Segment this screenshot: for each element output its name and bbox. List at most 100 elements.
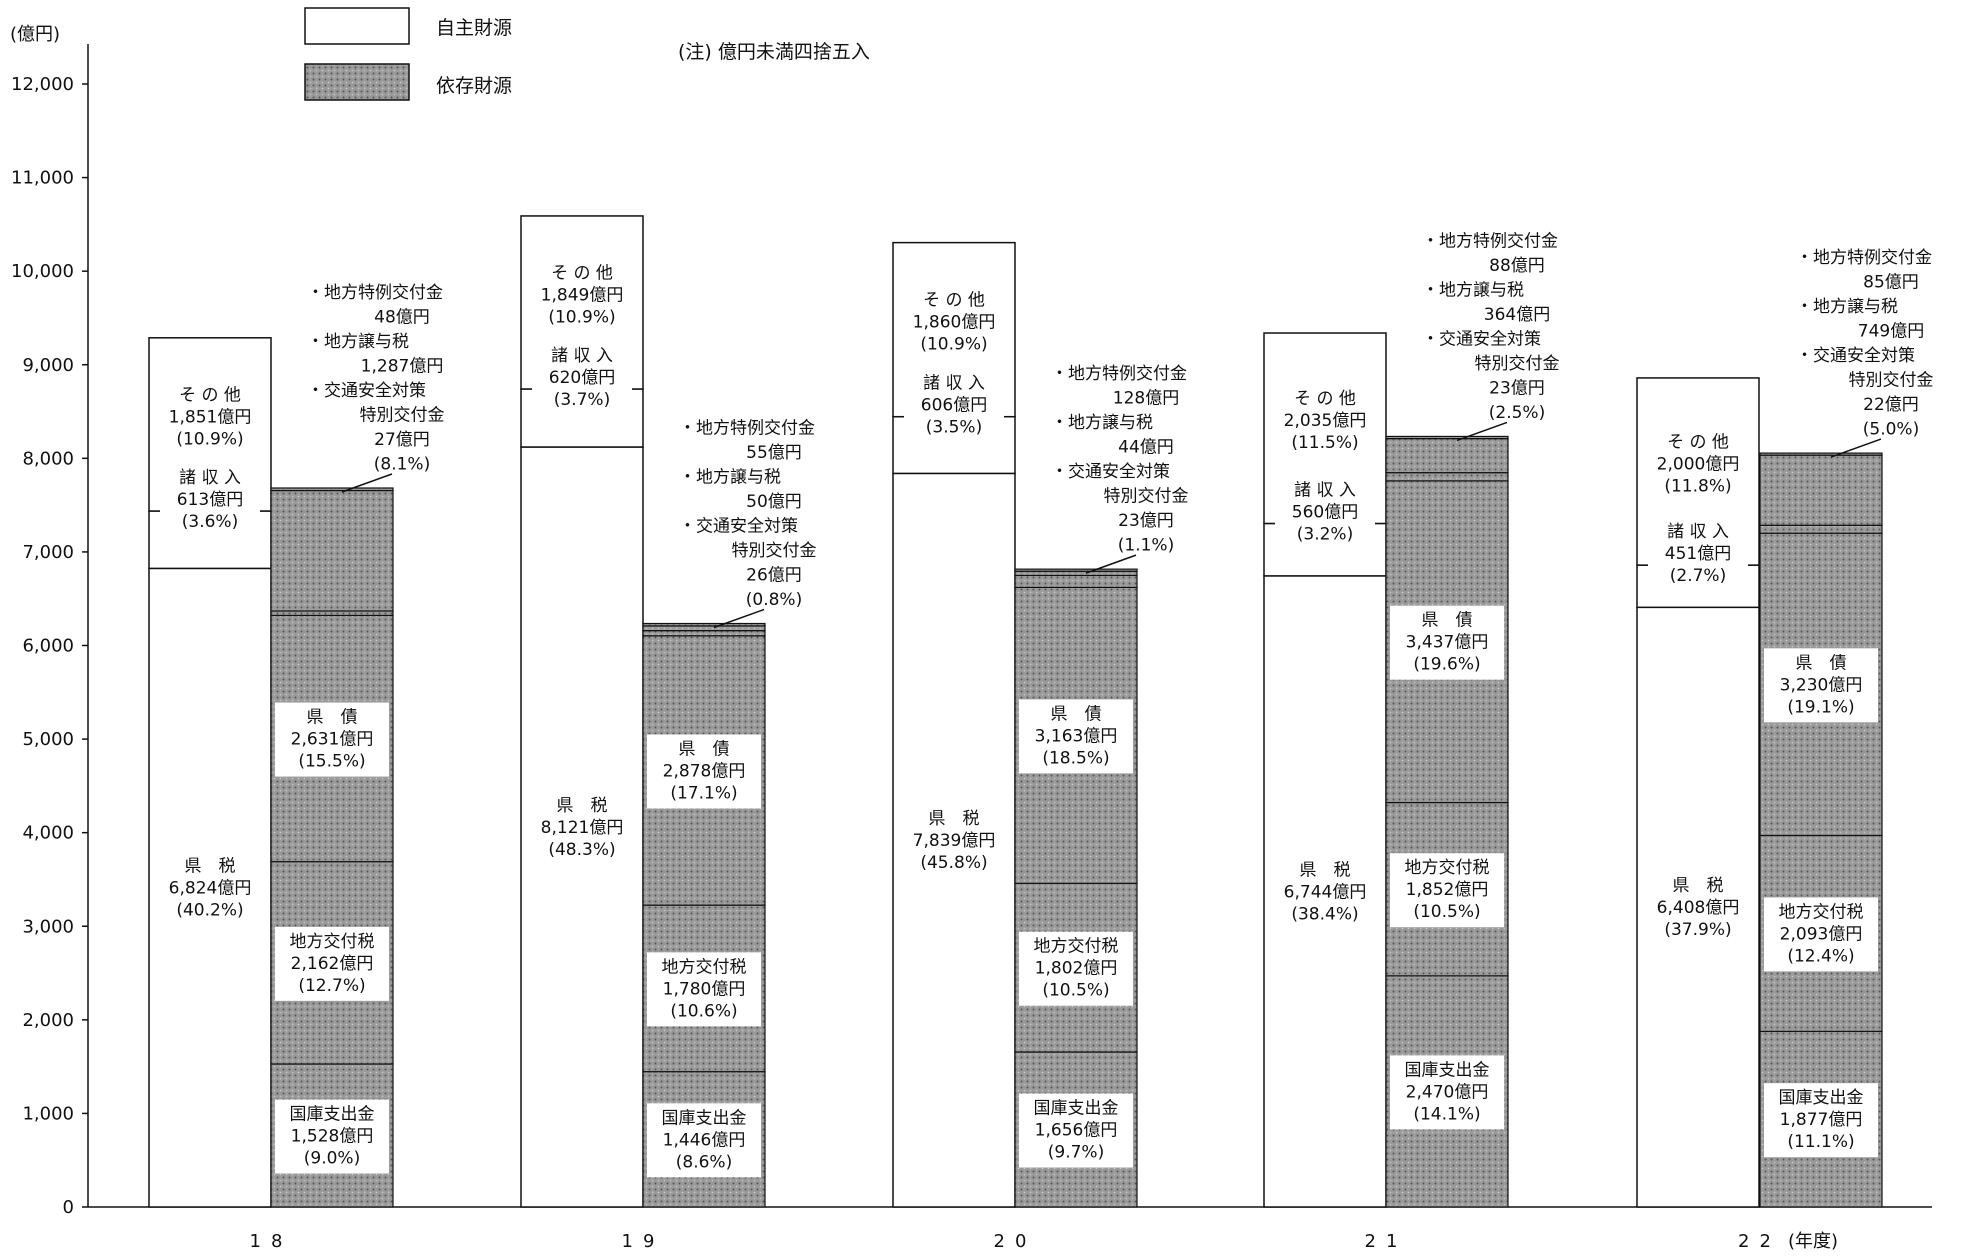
own-label-other: そ の 他1,860億円(10.9%)	[897, 285, 1011, 360]
own-label-other-text: そ の 他	[551, 263, 613, 283]
own-label-other-text: 1,860億円	[913, 313, 996, 333]
own-label-other: そ の 他1,849億円(10.9%)	[525, 258, 639, 333]
dep-label-allocation-text: 2,162億円	[291, 954, 374, 974]
dep-label-national-text: (9.7%)	[1048, 1143, 1104, 1163]
callout-line: 749億円	[1858, 322, 1924, 342]
callout-line: 22億円	[1863, 395, 1919, 415]
x-tick-label: 21	[1365, 1231, 1408, 1252]
own-label-tax-text: (48.3%)	[548, 840, 615, 860]
y-axis-unit: (億円)	[10, 24, 60, 45]
own-label-tax-text: 6,408億円	[1657, 898, 1740, 918]
own-label-misc-bg	[532, 340, 632, 415]
callout-line: ・地方譲与税	[1796, 297, 1898, 317]
dep-label-national-bg	[1764, 1083, 1878, 1158]
dependent-bar-segment	[1014, 570, 1138, 577]
own-label-misc-text: 諸 収 入	[1667, 522, 1729, 542]
chart-note: (注) 億円未満四捨五入	[678, 41, 870, 63]
dep-label-bond: 県 債3,230億円(19.1%)	[1764, 648, 1878, 723]
dependent-bar-segment	[270, 489, 394, 612]
y-tick-label: 2,000	[22, 1010, 74, 1031]
x-tick-label: 20	[994, 1231, 1037, 1252]
own-label-tax-text: (45.8%)	[920, 853, 987, 873]
callout-leader	[713, 608, 765, 629]
dep-label-bond-text: 3,230億円	[1780, 675, 1863, 695]
dep-label-national-text: 国庫支出金	[1779, 1088, 1864, 1108]
dependent-bar-segment	[1385, 435, 1509, 440]
own-label-other-bg	[1268, 384, 1382, 459]
dep-label-bond-text: (18.5%)	[1042, 748, 1109, 768]
callout-line: ・地方譲与税	[307, 332, 409, 352]
callout-line: (5.0%)	[1863, 420, 1919, 440]
y-tick-label: 8,000	[22, 448, 74, 469]
own-label-other-text: そ の 他	[1294, 389, 1356, 409]
dep-label-bond-bg	[1390, 605, 1504, 680]
callout-line: 1,287億円	[361, 356, 444, 376]
own-label-other-text: (10.9%)	[548, 307, 615, 327]
callout-line: (8.1%)	[374, 454, 430, 474]
dep-label-national-text: 1,528億円	[291, 1127, 374, 1147]
own-label-other-text: (10.9%)	[176, 429, 243, 449]
callout-leader	[1830, 438, 1882, 458]
legend-own-swatch	[304, 7, 410, 45]
callout-line: ・地方譲与税	[1422, 280, 1524, 300]
dep-label-national-bg	[647, 1103, 761, 1178]
dep-label-national-text: 国庫支出金	[290, 1105, 375, 1125]
own-label-misc-bg	[160, 463, 260, 538]
own-label-misc-text: 諸 収 入	[923, 374, 985, 394]
dep-label-bond-text: 県 債	[1796, 653, 1847, 673]
dependent-bar-segment	[642, 622, 766, 627]
callout-line: ・地方特例交付金	[679, 419, 815, 439]
own-label-misc-text: 606億円	[921, 396, 987, 416]
dep-label-bond-text: (15.5%)	[298, 752, 365, 772]
dep-label-allocation-text: (10.6%)	[670, 1001, 737, 1021]
dep-label-bond-text: 県 債	[1051, 704, 1102, 724]
own-label-tax-text: 県 税	[1300, 860, 1351, 880]
callout-line: 26億円	[746, 566, 802, 586]
own-label-other: そ の 他2,035億円(11.5%)	[1268, 384, 1382, 459]
callout-line: ・交通安全対策	[1422, 329, 1541, 349]
own-label-tax-bg	[525, 791, 639, 866]
own-label-misc-text: (3.2%)	[1297, 524, 1353, 544]
y-tick-label: 7,000	[22, 542, 74, 563]
own-label-other-text: そ の 他	[1667, 433, 1729, 453]
own-label-other-text: そ の 他	[923, 291, 985, 311]
callout-line: 128億円	[1113, 389, 1179, 409]
own-label-misc-text: (3.7%)	[554, 390, 610, 410]
own-label-other-text: 1,849億円	[541, 285, 624, 305]
own-label-other: そ の 他2,000億円(11.8%)	[1641, 427, 1755, 502]
dep-label-bond-text: 2,631億円	[291, 730, 374, 750]
callout-line: 364億円	[1484, 305, 1550, 325]
own-label-misc-bg	[904, 368, 1004, 443]
callout-line: ・地方譲与税	[1051, 413, 1153, 433]
own-label-tax-text: 県 税	[1673, 876, 1724, 896]
own-label-misc-text: 451億円	[1665, 544, 1731, 564]
dependent-bar-segment	[1385, 472, 1509, 482]
dependent-bar-segment	[642, 625, 766, 632]
callout-line: 44億円	[1118, 438, 1174, 458]
dep-label-bond: 県 債3,437億円(19.6%)	[1390, 605, 1504, 680]
own-label-tax-text: 県 税	[929, 809, 980, 829]
own-label-tax-text: 県 税	[557, 796, 608, 816]
callout-line: ・交通安全対策	[679, 517, 798, 537]
legend-dependent-label: 依存財源	[436, 75, 512, 97]
dep-label-bond-bg	[1019, 699, 1133, 774]
own-label-other-bg	[897, 285, 1011, 360]
dependent-bar-segment	[1759, 454, 1883, 526]
own-label-misc-text: 諸 収 入	[551, 346, 613, 366]
dep-label-bond-text: (17.1%)	[670, 783, 737, 803]
dep-label-national-text: 1,877億円	[1780, 1110, 1863, 1130]
own-label-tax-text: 県 税	[185, 857, 236, 877]
y-tick-label: 1,000	[22, 1103, 74, 1124]
dep-label-allocation-bg	[647, 952, 761, 1027]
callout-line: (0.8%)	[746, 590, 802, 610]
legend-own-label: 自主財源	[436, 17, 512, 39]
own-label-other-text: (11.5%)	[1291, 433, 1358, 453]
y-tick-label: 10,000	[11, 261, 74, 282]
